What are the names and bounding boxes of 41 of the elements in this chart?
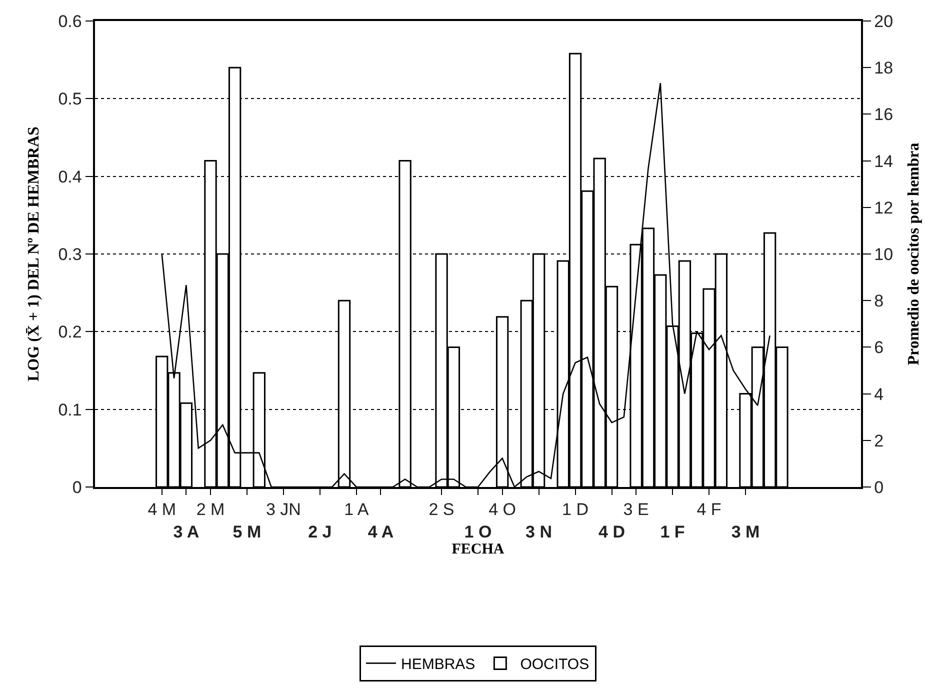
y2-tick-label: 18 (874, 58, 894, 78)
y2-tick-label: 14 (874, 152, 894, 171)
x-tick-label: 1 O (464, 522, 492, 542)
y2-axis-title: Promedio de oocitos por hembra (905, 142, 922, 366)
y-tick-label: 0.5 (58, 90, 82, 109)
x-tick-label: 3 E (623, 500, 649, 520)
x-tick-label: 4 F (696, 500, 722, 520)
y2-tick-label: 8 (874, 292, 884, 311)
y-axis-title: LOG (X̄ + 1) DEL Nº DE HEMBRAS (26, 126, 43, 382)
y2-tick-label: 2 (874, 431, 884, 450)
y-tick-label: 0.6 (58, 12, 82, 31)
x-axis-title: FECHA (452, 541, 504, 558)
y-tick-label: 0.1 (58, 400, 82, 420)
y2-tick-label: 12 (874, 198, 894, 218)
y2-tick-label: 6 (874, 338, 884, 358)
x-tick-label: 4 O (488, 500, 516, 520)
y2-tick-label: 0 (874, 478, 884, 497)
x-tick-label: 5 M (232, 522, 262, 542)
x-tick-label: 3 A (173, 522, 200, 542)
x-tick-label: 4 A (368, 522, 394, 542)
y2-tick-label: 10 (874, 244, 894, 264)
x-tick-label: 4 D (598, 522, 625, 542)
y-tick-label: 0.2 (58, 322, 82, 342)
x-tick-label: 2 M (196, 500, 225, 520)
y2-tick-label: 16 (874, 105, 894, 124)
x-tick-label: 1 A (344, 500, 370, 520)
legend-label: HEMBRAS (401, 656, 476, 674)
x-tick-label: 2 J (308, 522, 332, 542)
x-tick-label: 3 M (731, 522, 760, 542)
y-tick-label: 0.3 (58, 244, 82, 264)
y2-tick-label: 4 (874, 384, 884, 404)
x-tick-label: 1 D (562, 500, 589, 520)
x-tick-label: 3 N (526, 522, 552, 542)
y2-tick-label: 20 (874, 12, 894, 31)
x-tick-label: 4 M (148, 500, 176, 520)
y-tick-label: 0 (72, 478, 82, 497)
x-tick-label: 1 F (660, 522, 685, 542)
x-tick-label: 2 S (428, 500, 454, 520)
y-tick-label: 0.4 (58, 167, 82, 186)
legend-label: OOCITOS (520, 656, 590, 674)
x-tick-label: 3 JN (266, 500, 301, 520)
